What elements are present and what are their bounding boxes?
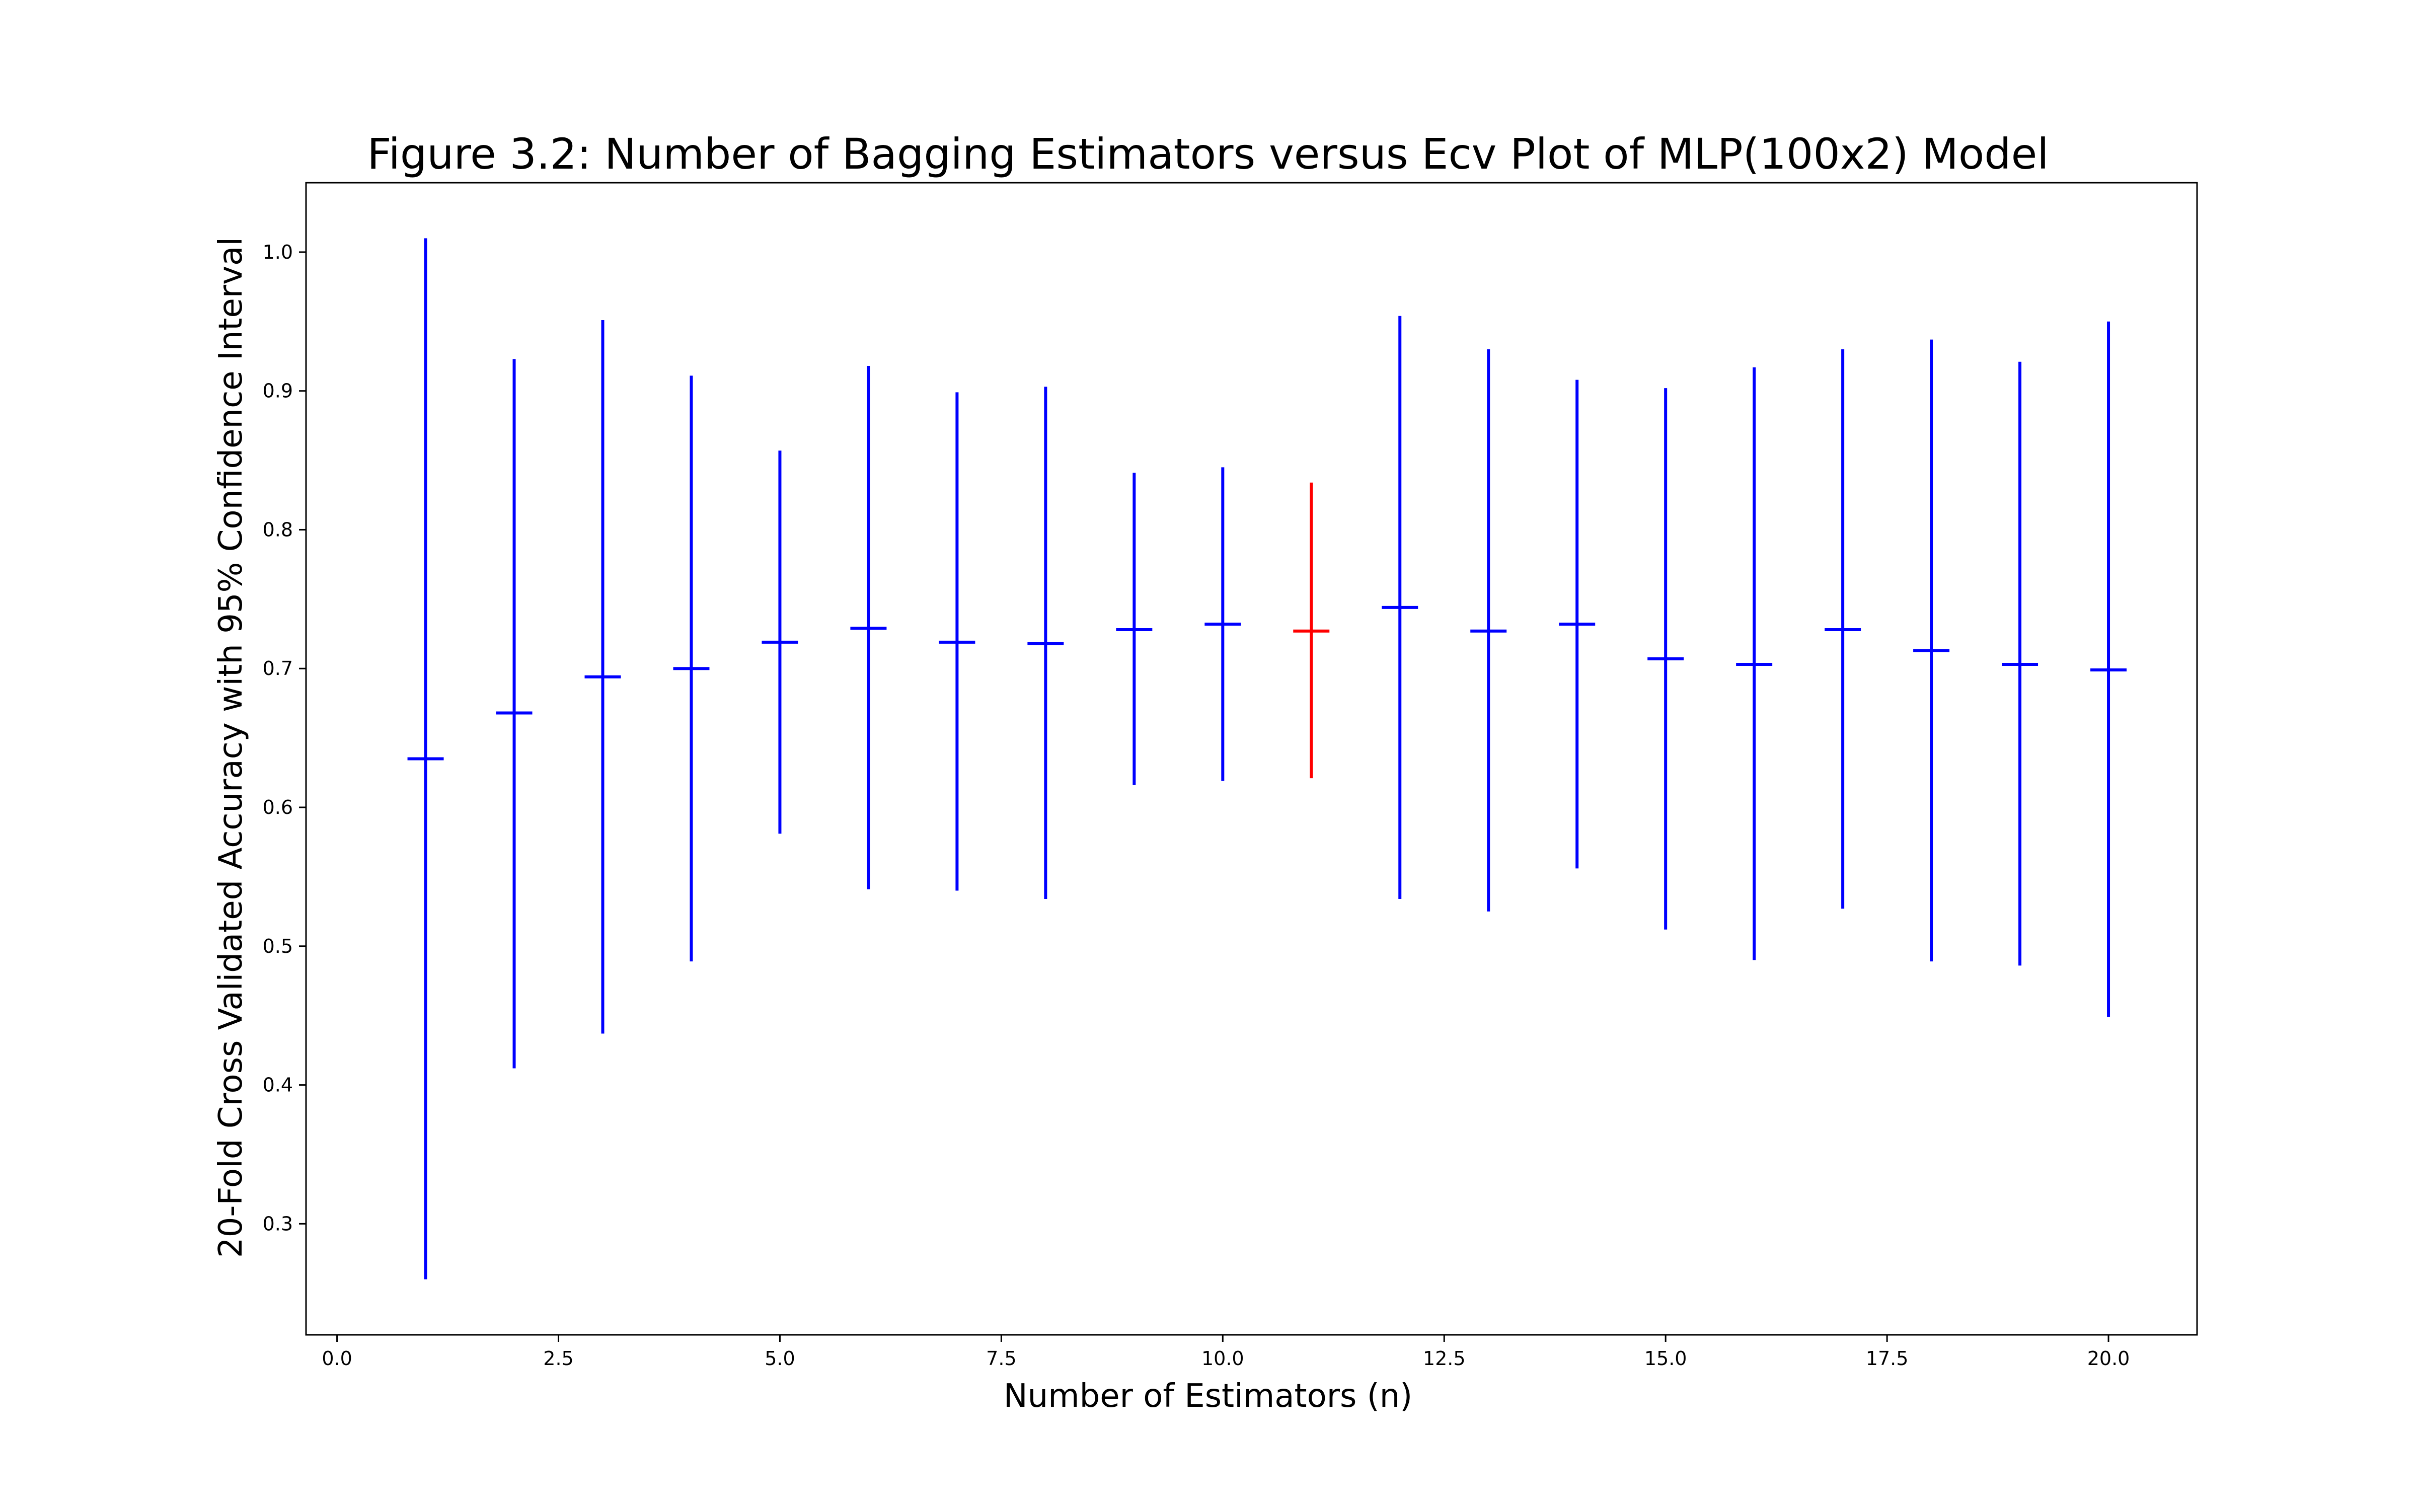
- y-tick-label: 0.7: [263, 657, 293, 679]
- error-bar-7: [939, 392, 975, 891]
- x-tick-label: 20.0: [2087, 1347, 2130, 1370]
- x-tick-label: 7.5: [986, 1347, 1016, 1370]
- error-bar-17: [1825, 349, 1861, 909]
- error-bar-10: [1204, 467, 1241, 781]
- error-bar-19: [2002, 361, 2038, 966]
- x-tick-label: 0.0: [322, 1347, 352, 1370]
- x-tick-label: 10.0: [1201, 1347, 1244, 1370]
- error-bar-15: [1647, 388, 1684, 930]
- x-axis-label: Number of Estimators (n): [1004, 1378, 1412, 1415]
- error-bar-6: [850, 366, 887, 889]
- error-bar-3: [584, 320, 621, 1034]
- y-tick-label: 1.0: [263, 241, 293, 263]
- y-tick-label: 0.9: [263, 380, 293, 402]
- error-bar-16: [1736, 367, 1773, 960]
- error-bar-12: [1382, 316, 1418, 899]
- error-bar-20: [2090, 321, 2127, 1017]
- plot-area-frame: [305, 182, 2198, 1336]
- error-bar-9: [1116, 473, 1153, 785]
- y-tick-label: 0.8: [263, 518, 293, 541]
- x-tick-label: 5.0: [765, 1347, 795, 1370]
- y-tick-label: 0.5: [263, 935, 293, 957]
- error-bar-8: [1027, 387, 1064, 899]
- y-axis-label: 20-Fold Cross Validated Accuracy with 95…: [212, 237, 250, 1258]
- error-bar-2: [496, 359, 533, 1069]
- error-bar-1: [407, 238, 444, 1279]
- error-bar-18: [1913, 339, 1950, 962]
- y-tick-label: 0.4: [263, 1074, 293, 1096]
- error-bars-group: [407, 238, 2127, 1279]
- error-bar-13: [1470, 349, 1507, 912]
- error-bar-11: [1293, 482, 1330, 779]
- axis-ticks-group: 0.0 2.5 5.0 7.5 10.0 12.5 15.0 17.5 20.0 0.3 0.4 0.…: [263, 241, 2130, 1370]
- chart-title: Figure 3.2: Number of Bagging Estimators…: [367, 129, 2049, 179]
- error-bar-14: [1559, 380, 1596, 869]
- x-tick-label: 15.0: [1644, 1347, 1687, 1370]
- y-tick-label: 0.6: [263, 796, 293, 818]
- x-tick-label: 17.5: [1866, 1347, 1909, 1370]
- error-bar-4: [673, 375, 710, 962]
- y-tick-label: 0.3: [263, 1213, 293, 1235]
- error-bar-5: [762, 450, 798, 834]
- x-tick-label: 12.5: [1423, 1347, 1466, 1370]
- x-tick-label: 2.5: [543, 1347, 573, 1370]
